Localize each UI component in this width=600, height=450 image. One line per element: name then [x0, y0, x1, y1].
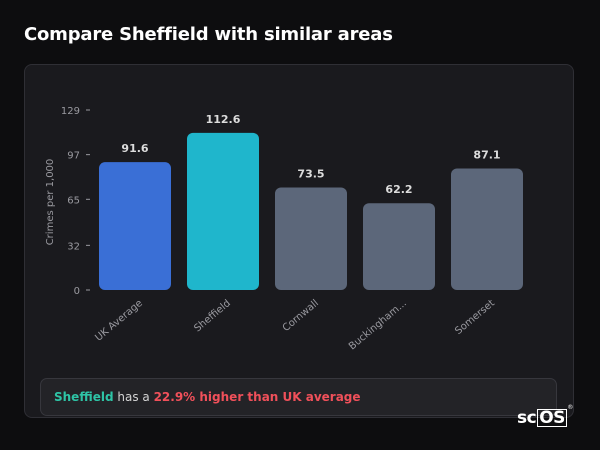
summary-area-name: Sheffield [54, 390, 114, 404]
bar-sheffield[interactable] [187, 132, 259, 290]
bar-buckingham[interactable] [363, 203, 435, 290]
bar-series: 91.6 112.6 73.5 62.2 87.1 [99, 113, 523, 290]
x-tick-label: Cornwall [281, 298, 321, 334]
comparison-summary: Sheffield has a 22.9% higher than UK ave… [40, 378, 557, 416]
y-tick-label: 32 [67, 241, 80, 252]
summary-connector: has a [113, 390, 154, 404]
bar-value-label: 62.2 [385, 183, 412, 196]
y-tick-label: 97 [67, 151, 80, 162]
bar-somerset[interactable] [451, 168, 523, 290]
bar-uk-average[interactable] [99, 162, 171, 290]
x-tick-label: Buckingham... [347, 298, 409, 353]
bar-value-label: 87.1 [473, 148, 500, 161]
x-tick-label: Somerset [453, 298, 497, 337]
y-tick-label: 0 [74, 286, 80, 297]
page-title: Compare Sheffield with similar areas [24, 24, 393, 45]
y-tick-label: 65 [67, 195, 80, 206]
logo-boxed-text: OS [537, 408, 567, 428]
scos-logo: sc OS ® [517, 404, 573, 428]
bar-cornwall[interactable] [275, 187, 347, 290]
y-tick-label: 129 [61, 106, 80, 117]
y-axis: 0 32 65 97 129 [61, 106, 90, 297]
x-tick-label: Sheffield [192, 298, 233, 335]
logo-registered-mark: ® [567, 404, 573, 411]
x-tick-label: UK Average [93, 298, 145, 344]
summary-difference: 22.9% higher than UK average [153, 390, 361, 404]
x-axis: UK Average Sheffield Cornwall Buckingham...… [93, 298, 497, 353]
logo-prefix: sc [517, 408, 537, 428]
bar-value-label: 73.5 [297, 167, 324, 180]
bar-value-label: 91.6 [121, 142, 148, 155]
y-axis-label: Crimes per 1,000 [45, 159, 56, 246]
bar-value-label: 112.6 [206, 113, 241, 126]
